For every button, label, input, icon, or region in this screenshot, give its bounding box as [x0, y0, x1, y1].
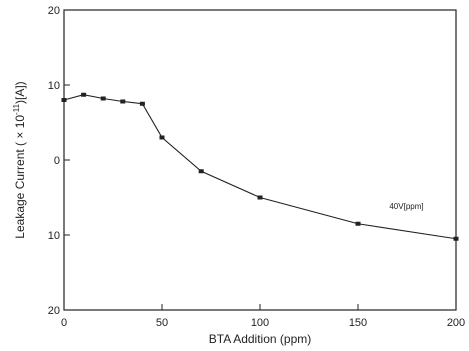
- y-axis-label-exponent: -11: [12, 103, 21, 115]
- data-point: [355, 221, 361, 226]
- data-point: [139, 101, 145, 106]
- y-tick-label: 10: [48, 80, 60, 92]
- y-tick-label: 10: [48, 230, 60, 242]
- y-tick-label: 0: [54, 155, 60, 167]
- x-axis-ticks: 0 50 100 150 200: [61, 304, 465, 329]
- data-point: [100, 96, 106, 101]
- data-point: [198, 169, 204, 174]
- plot-frame: [63, 9, 457, 311]
- data-point: [61, 98, 67, 102]
- annotations: 40V[ppm]: [389, 202, 423, 211]
- x-tick-label: 50: [156, 317, 168, 329]
- data-point: [81, 92, 87, 97]
- data-point: [159, 135, 165, 140]
- y-axis-label: Leakage Current ( × 10-11)[A]): [12, 81, 27, 238]
- series-line: [63, 94, 457, 240]
- x-tick-label: 200: [447, 317, 465, 329]
- y-tick-label: 20: [48, 5, 60, 17]
- x-axis-label: BTA Addition (ppm): [209, 332, 312, 346]
- y-axis-label-suffix: )[A]): [13, 81, 27, 104]
- y-tick-label: 20: [48, 305, 60, 317]
- y-axis-ticks: 20 10 0 10 20: [48, 5, 70, 317]
- x-tick-label: 100: [251, 317, 269, 329]
- data-point: [120, 99, 126, 104]
- data-point: [257, 195, 263, 200]
- x-tick-label: 150: [349, 317, 367, 329]
- data-series: [61, 92, 459, 241]
- data-point: [453, 236, 459, 241]
- y-axis-label-main: Leakage Current ( × 10: [13, 115, 27, 239]
- annotation-label: 40V[ppm]: [389, 202, 423, 211]
- x-tick-label: 0: [61, 317, 67, 329]
